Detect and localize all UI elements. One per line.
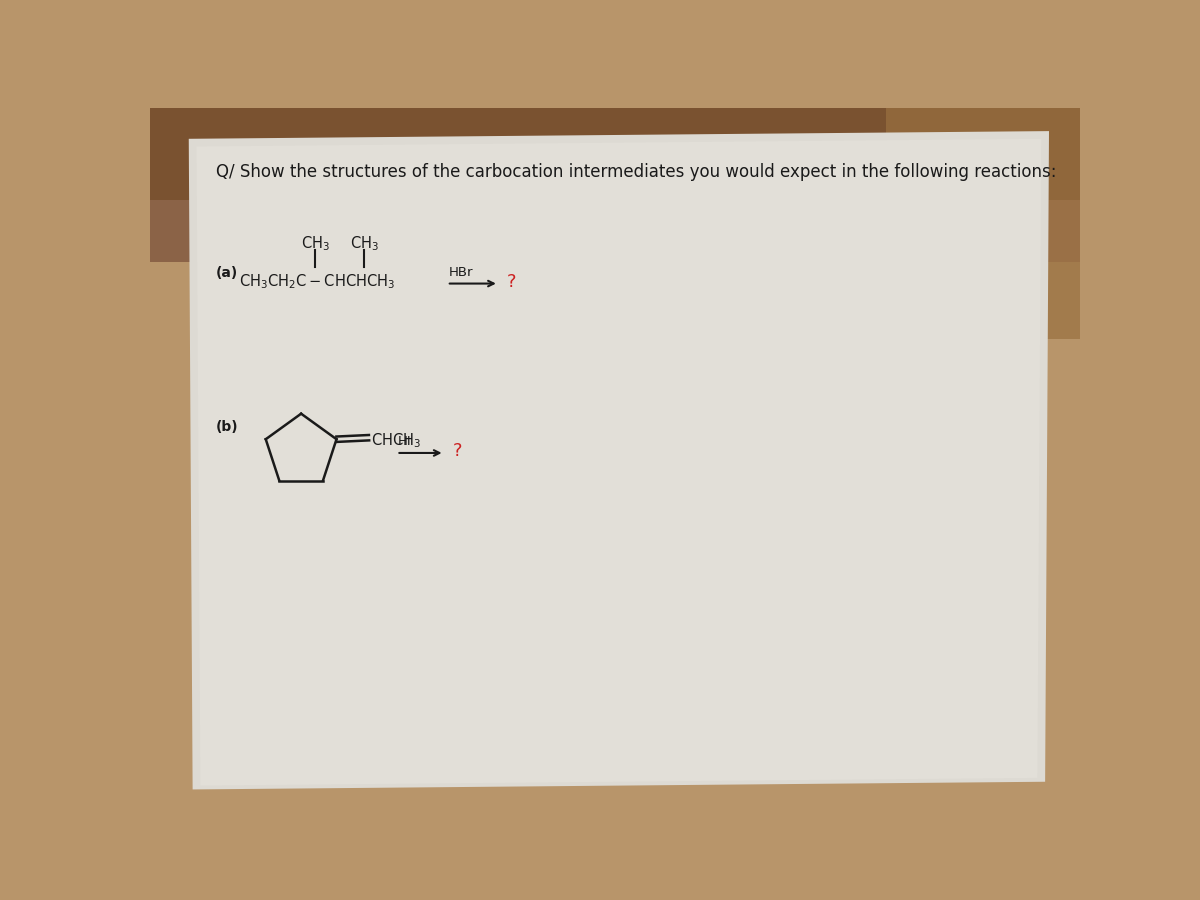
- Text: ?: ?: [506, 273, 516, 291]
- FancyBboxPatch shape: [887, 108, 1080, 339]
- Text: ?: ?: [452, 442, 462, 460]
- Text: HI: HI: [398, 436, 412, 448]
- FancyBboxPatch shape: [847, 108, 1080, 262]
- Text: Q/ Show the structures of the carbocation intermediates you would expect in the : Q/ Show the structures of the carbocatio…: [216, 163, 1056, 181]
- Text: $\mathregular{CH_3}$: $\mathregular{CH_3}$: [301, 234, 330, 253]
- Text: HBr: HBr: [449, 266, 473, 279]
- FancyBboxPatch shape: [150, 108, 1080, 801]
- FancyBboxPatch shape: [150, 108, 383, 262]
- Text: $\mathregular{CHCH_3}$: $\mathregular{CHCH_3}$: [371, 431, 421, 450]
- Polygon shape: [197, 139, 1042, 786]
- Text: (b): (b): [216, 420, 239, 435]
- Polygon shape: [188, 131, 1049, 789]
- Text: (a): (a): [216, 266, 238, 281]
- Text: $\mathregular{CH_3CH_2C-CHCHCH_3}$: $\mathregular{CH_3CH_2C-CHCHCH_3}$: [239, 273, 395, 292]
- Text: $\mathregular{CH_3}$: $\mathregular{CH_3}$: [350, 234, 379, 253]
- FancyBboxPatch shape: [150, 108, 1080, 201]
